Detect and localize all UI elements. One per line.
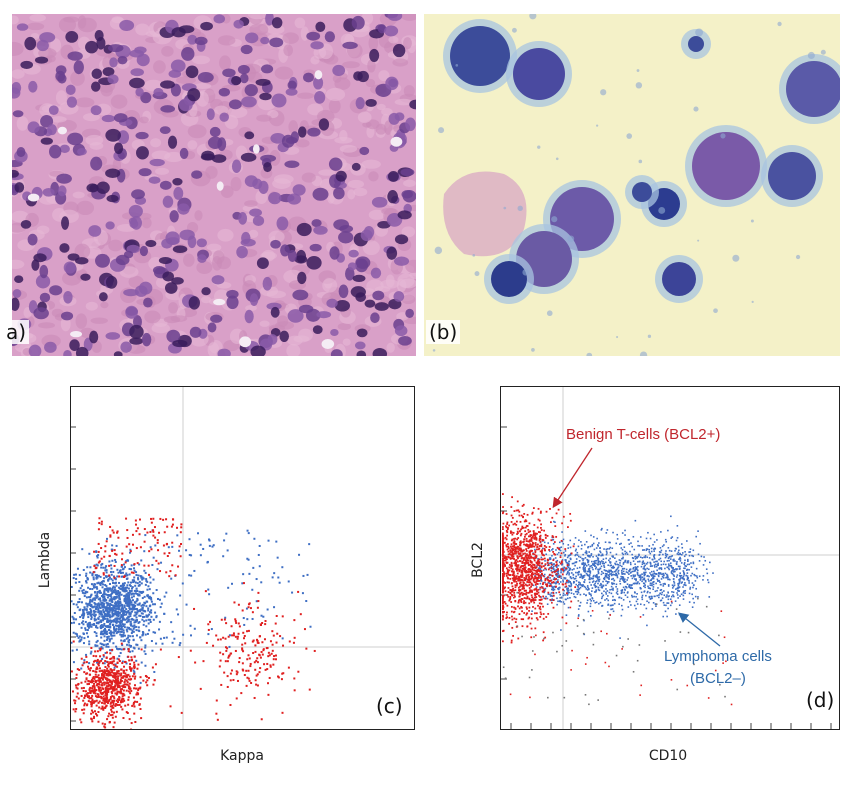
kappa-lambda-scatter-canvas [71, 387, 414, 729]
panel-a-label: a) [6, 320, 30, 344]
he-stain-image [12, 14, 416, 356]
panel-b-label: (b) [426, 320, 461, 344]
lymphoma-annotation-line2: (BCL2–) [689, 670, 746, 687]
lambda-axis-label: Lambda [37, 531, 53, 589]
cd10-bcl2-scatter-canvas [501, 387, 839, 729]
kappa-axis-label: Kappa [220, 748, 264, 764]
cytology-smear-image [424, 14, 840, 356]
lymphoma-cells-annotation: Lymphoma cells (BCL2–) [664, 646, 772, 690]
cd10-axis-label: CD10 [648, 748, 688, 764]
panel-c-label: (c) [376, 694, 403, 718]
bcl2-axis-label: BCL2 [470, 542, 486, 578]
cd10-bcl2-scatter-plot [500, 386, 840, 730]
panel-d-label: (d) [806, 688, 835, 712]
kappa-lambda-scatter-plot [70, 386, 415, 730]
cytology-photo [424, 14, 840, 356]
histology-photo [12, 14, 416, 356]
benign-t-cells-annotation: Benign T-cells (BCL2+) [566, 426, 721, 443]
lymphoma-annotation-line1: Lymphoma cells [664, 648, 772, 665]
